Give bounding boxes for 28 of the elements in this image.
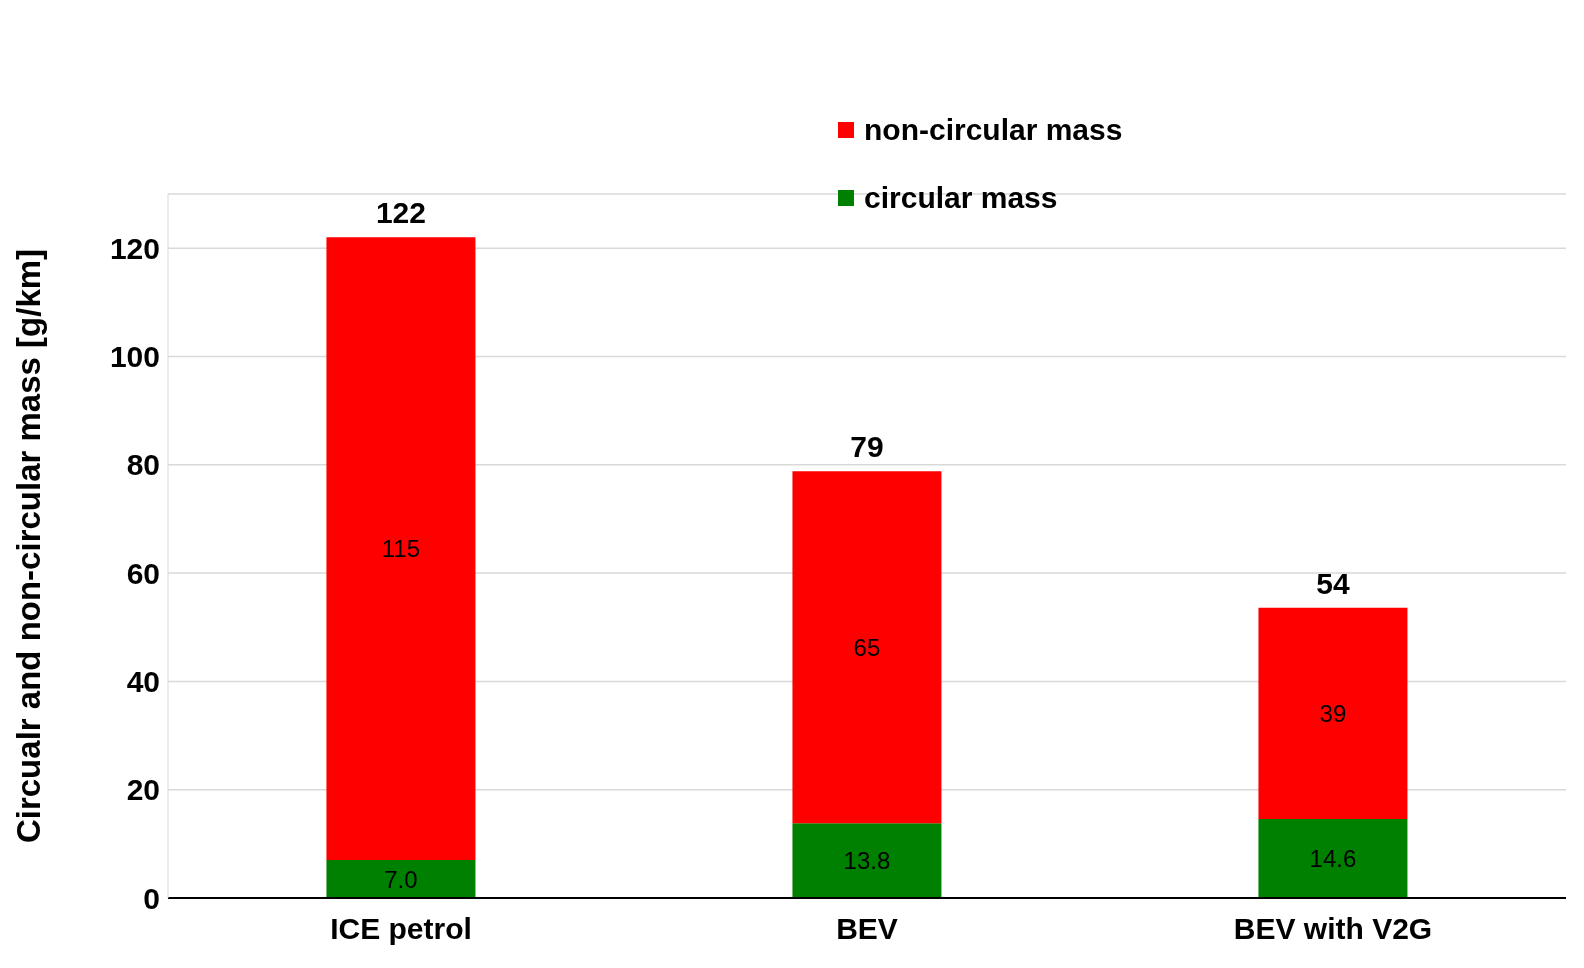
- total-label: 122: [375, 196, 426, 230]
- y-axis-title: Circualr and non-circular mass [g/km]: [9, 248, 47, 844]
- x-tick-label: BEV: [836, 912, 898, 946]
- bar: [1258, 607, 1408, 819]
- y-tick-label: 100: [109, 340, 160, 374]
- y-tick-label: 120: [109, 231, 160, 265]
- data-label: 14.6: [1309, 844, 1357, 872]
- data-label: 65: [853, 633, 881, 661]
- bar: [792, 823, 942, 898]
- y-tick-label: 0: [143, 881, 160, 915]
- bar: [326, 860, 476, 898]
- y-tick-label: 80: [126, 448, 160, 482]
- bar: [326, 237, 476, 861]
- data-label: 13.8: [843, 847, 891, 875]
- legend-label: non-circular mass: [864, 113, 1123, 147]
- x-tick-label: ICE petrol: [330, 912, 472, 946]
- data-label: 39: [1319, 699, 1347, 727]
- data-label: 115: [381, 535, 421, 563]
- y-tick-label: 20: [126, 773, 160, 807]
- x-tick-label: BEV with V2G: [1233, 912, 1433, 946]
- bar: [1258, 818, 1408, 898]
- y-tick-label: 40: [126, 665, 160, 699]
- total-label: 54: [1316, 566, 1350, 600]
- total-label: 79: [850, 430, 884, 464]
- legend-label: circular mass: [864, 181, 1058, 215]
- data-label: 7.0: [384, 865, 418, 893]
- bar: [792, 471, 942, 824]
- y-tick-label: 60: [126, 556, 160, 590]
